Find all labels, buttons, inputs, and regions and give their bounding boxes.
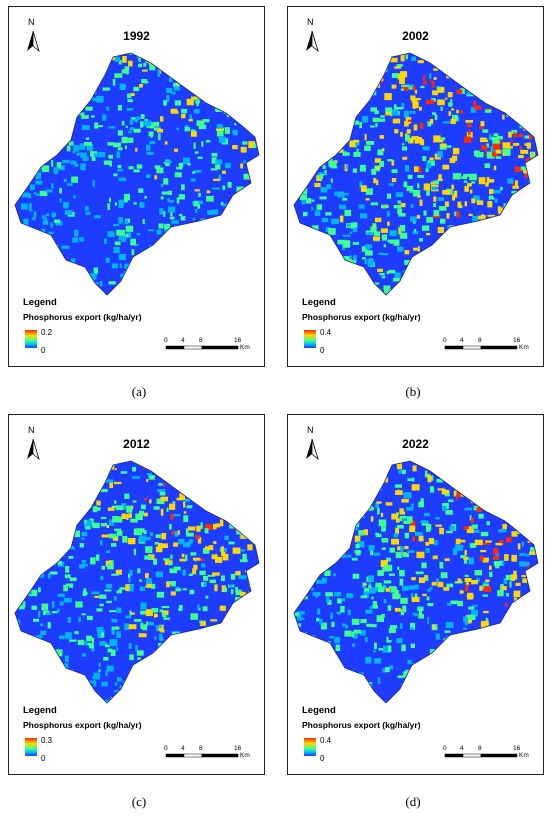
legend-title: Legend <box>302 297 336 308</box>
panel-caption: (d) <box>405 794 421 809</box>
ramp-min-label: 0 <box>41 346 46 355</box>
scale-label: 16 <box>234 337 242 344</box>
legend-variable: Phosphorus export (kg/ha/yr) <box>23 312 142 322</box>
ramp-max-label: 0.4 <box>320 328 332 337</box>
scale-label: 0 <box>443 745 447 752</box>
phosphorus-map <box>14 52 260 296</box>
ramp-max-label: 0.2 <box>41 328 53 337</box>
color-ramp <box>25 738 37 756</box>
panel-caption: (c) <box>131 794 147 809</box>
legend-variable: Phosphorus export (kg/ha/yr) <box>302 312 421 322</box>
map-panel-2002: 2002 N Legend Phosphorus export (kg/ha/yr) 0… <box>287 6 544 367</box>
north-arrow-icon: N <box>302 425 322 461</box>
panel-caption: (a) <box>131 384 147 399</box>
scale-label: 8 <box>478 745 482 752</box>
map-year-title: 1992 <box>123 29 150 43</box>
phosphorus-map <box>293 52 539 296</box>
color-ramp <box>25 330 37 348</box>
scale-bar: 0 4 8 16 Km <box>164 337 254 351</box>
scale-label: 0 <box>164 337 168 344</box>
scale-bar: 0 4 8 16 Km <box>443 337 533 351</box>
scale-label: 0 <box>164 745 168 752</box>
panel-caption: (b) <box>405 384 421 399</box>
scale-bar: 0 4 8 16 Km <box>443 745 533 759</box>
scale-label: 4 <box>460 337 464 344</box>
scale-label: 16 <box>513 337 521 344</box>
scale-label: 8 <box>199 745 203 752</box>
scale-bar: 0 4 8 16 Km <box>164 745 254 759</box>
scale-label: 16 <box>513 745 521 752</box>
legend-variable: Phosphorus export (kg/ha/yr) <box>302 720 421 730</box>
north-arrow-icon: N <box>23 17 43 53</box>
scale-label: 4 <box>181 745 185 752</box>
scale-label: 4 <box>460 745 464 752</box>
scale-label: 8 <box>478 337 482 344</box>
scale-label: 8 <box>199 337 203 344</box>
ramp-max-label: 0.4 <box>320 736 332 745</box>
ramp-min-label: 0 <box>320 346 325 355</box>
scale-unit: Km <box>519 752 529 759</box>
ramp-min-label: 0 <box>41 754 46 763</box>
north-label: N <box>307 17 314 27</box>
legend-title: Legend <box>23 297 57 308</box>
phosphorus-map <box>14 460 260 704</box>
scale-unit: Km <box>519 344 529 351</box>
north-label: N <box>28 17 35 27</box>
map-year-title: 2012 <box>123 437 150 451</box>
ramp-min-label: 0 <box>320 754 325 763</box>
scale-unit: Km <box>240 752 250 759</box>
map-year-title: 2002 <box>402 29 429 43</box>
map-panel-1992: 1992 N Legend Phosphorus export (kg/ha/yr) 0… <box>8 6 265 367</box>
scale-label: 4 <box>181 337 185 344</box>
legend-variable: Phosphorus export (kg/ha/yr) <box>23 720 142 730</box>
north-label: N <box>28 425 35 435</box>
scale-label: 0 <box>443 337 447 344</box>
color-ramp <box>304 330 316 348</box>
legend-title: Legend <box>302 705 336 716</box>
map-panel-2012: 2012 N Legend Phosphorus export (kg/ha/yr) 0… <box>8 414 265 775</box>
scale-unit: Km <box>240 344 250 351</box>
ramp-max-label: 0.3 <box>41 736 53 745</box>
phosphorus-map <box>293 460 539 704</box>
color-ramp <box>304 738 316 756</box>
north-arrow-icon: N <box>302 17 322 53</box>
map-year-title: 2022 <box>402 437 429 451</box>
map-panel-2022: 2022 N Legend Phosphorus export (kg/ha/yr) 0… <box>287 414 544 775</box>
north-arrow-icon: N <box>23 425 43 461</box>
north-label: N <box>307 425 314 435</box>
scale-label: 16 <box>234 745 242 752</box>
legend-title: Legend <box>23 705 57 716</box>
